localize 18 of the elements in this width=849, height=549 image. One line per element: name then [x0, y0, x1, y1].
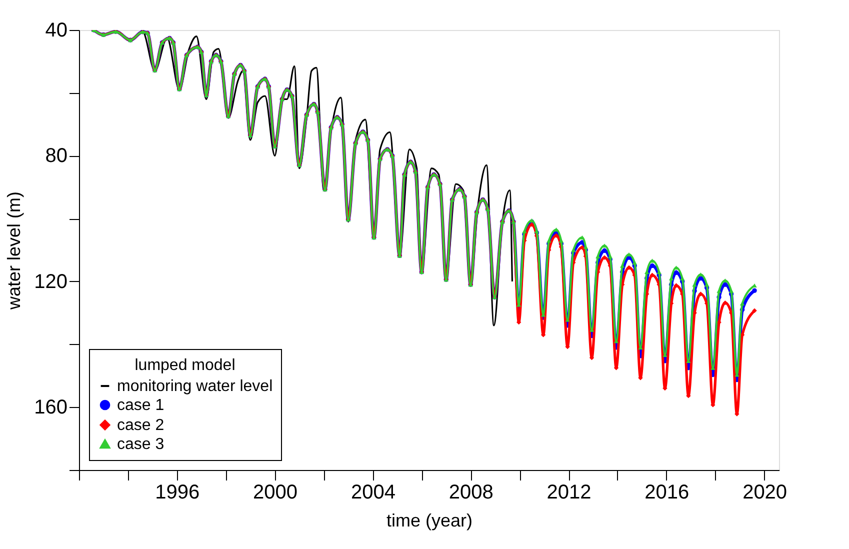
legend-label: monitoring water level [117, 378, 273, 395]
y-tick-label: 40 [45, 20, 68, 42]
x-tick-label: 2000 [253, 482, 298, 504]
y-tick-label: 160 [34, 396, 68, 419]
x-tick-label: 2020 [742, 482, 788, 504]
legend-label: case 2 [117, 417, 164, 434]
y-tick-label: 120 [34, 270, 68, 293]
x-tick-label: 2012 [546, 482, 592, 504]
x-tick-label: 2004 [350, 482, 396, 504]
x-tick-label: 2008 [448, 482, 494, 504]
x-tick-label: 1996 [155, 482, 200, 504]
y-tick-label: 80 [45, 145, 68, 168]
x-tick-label: 2016 [644, 482, 690, 504]
x-axis-title: time (year) [386, 510, 473, 530]
legend-label: case 3 [117, 436, 164, 453]
y-axis-title: water level (m) [4, 191, 24, 311]
legend-title: lumped model [134, 357, 236, 374]
legend-label: case 1 [117, 397, 164, 414]
